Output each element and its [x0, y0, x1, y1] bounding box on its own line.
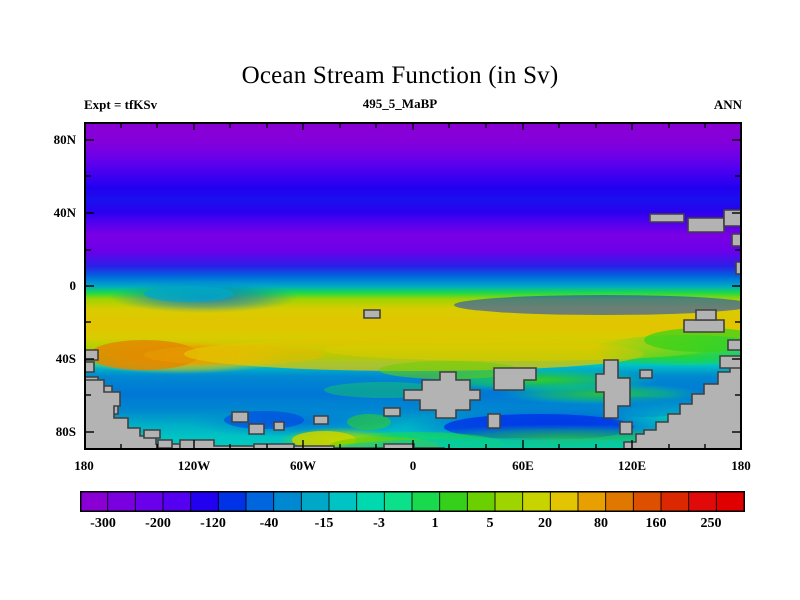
colorbar-label-9: 80: [594, 516, 608, 531]
colorbar-cell: [300, 491, 330, 512]
colorbar-cell: [190, 491, 220, 512]
axis-ticks: [84, 122, 742, 450]
colorbar-cell: [632, 491, 662, 512]
colorbar-label-0: -300: [90, 516, 116, 531]
map-plot-area: [84, 122, 742, 450]
xtick-label-60e: 60E: [512, 458, 534, 473]
colorbar-cell: [80, 491, 109, 512]
xtick-label-120w: 120W: [177, 458, 211, 473]
colorbar-label-5: -3: [373, 516, 385, 531]
colorbar-cell: [688, 491, 718, 512]
land-polygons: [84, 209, 742, 450]
xtick-label-60w: 60W: [290, 458, 316, 473]
ytick-label-40s: 40S: [55, 351, 76, 366]
colorbar-label-7: 5: [486, 516, 494, 531]
ytick-label-0: 0: [69, 278, 77, 293]
colorbar-label-3: -40: [259, 516, 279, 531]
colorbar-cell: [660, 491, 690, 512]
colorbar-cell: [439, 491, 469, 512]
colorbar-label-11: 250: [700, 516, 722, 531]
colorbar: [80, 491, 745, 512]
colorbar-cell: [383, 491, 413, 512]
colorbar-cell: [411, 491, 441, 512]
colorbar-label-8: 20: [538, 516, 552, 531]
colorbar-cell: [605, 491, 635, 512]
page-title: Ocean Stream Function (in Sv): [241, 62, 559, 89]
colorbar-label-4: -15: [314, 516, 334, 531]
colorbar-cell: [522, 491, 552, 512]
colorbar-cell: [273, 491, 303, 512]
xtick-label-180w: 180: [74, 458, 94, 473]
colorbar-cells: [80, 491, 745, 512]
colorbar-cell: [107, 491, 137, 512]
ytick-label-40n: 40N: [53, 205, 76, 220]
colorbar-cell: [245, 491, 275, 512]
season-label: ANN: [713, 97, 742, 112]
xtick-label-180e: 180: [731, 458, 751, 473]
colorbar-label-1: -200: [145, 516, 171, 531]
colorbar-cell: [549, 491, 579, 512]
colorbar-cell: [356, 491, 386, 512]
colorbar-cell: [577, 491, 607, 512]
colorbar-cell: [217, 491, 247, 512]
colorbar-label-10: 160: [645, 516, 667, 531]
xtick-label-0: 0: [409, 458, 417, 473]
ytick-label-80n: 80N: [53, 132, 76, 147]
colorbar-cell: [466, 491, 496, 512]
colorbar-label-6: 1: [431, 516, 439, 531]
colorbar-cell: [134, 491, 164, 512]
ytick-label-80s: 80S: [55, 424, 76, 439]
colorbar-cell: [328, 491, 358, 512]
colorbar-cell: [494, 491, 524, 512]
colorbar-label-2: -120: [200, 516, 226, 531]
experiment-label: Expt = tfKSv: [84, 97, 158, 112]
colorbar-cell: [715, 491, 745, 512]
xtick-label-120e: 120E: [617, 458, 647, 473]
contour-field: [84, 122, 742, 450]
colorbar-cell: [162, 491, 192, 512]
figure-subtitle: 495_5_MaBP: [362, 96, 438, 111]
